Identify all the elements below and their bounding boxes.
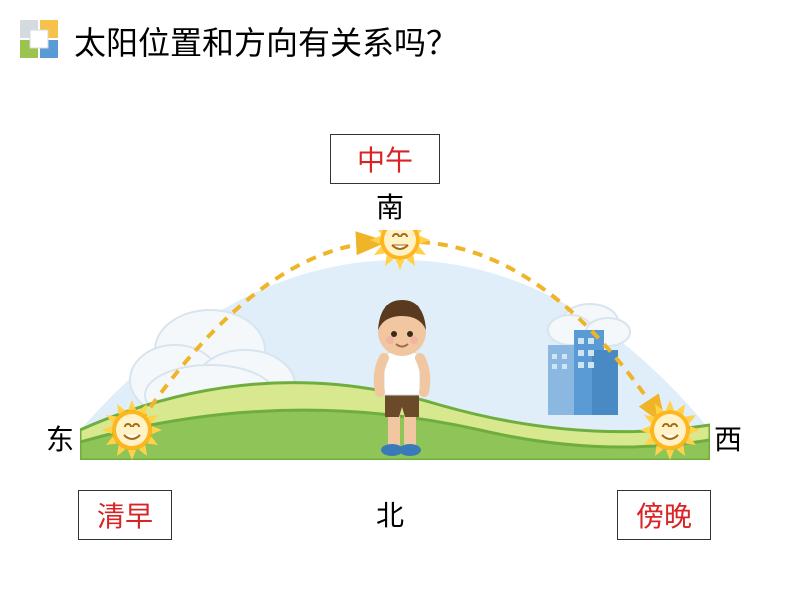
south-label: 南 — [376, 186, 404, 226]
evening-label-box: 傍晚 — [617, 490, 711, 540]
title-row: 太阳位置和方向有关系吗？ — [20, 18, 458, 64]
north-label: 北 — [376, 494, 404, 534]
page-title: 太阳位置和方向有关系吗？ — [74, 18, 458, 64]
morning-label-box: 清早 — [78, 490, 172, 540]
morning-label: 清早 — [97, 502, 153, 533]
decor-squares-icon — [20, 20, 62, 62]
east-label: 东 — [46, 418, 74, 458]
evening-label: 傍晚 — [636, 502, 692, 533]
scene-diagram — [80, 230, 710, 460]
noon-label: 中午 — [357, 146, 413, 177]
noon-label-box: 中午 — [330, 134, 440, 184]
west-label: 西 — [714, 418, 742, 458]
